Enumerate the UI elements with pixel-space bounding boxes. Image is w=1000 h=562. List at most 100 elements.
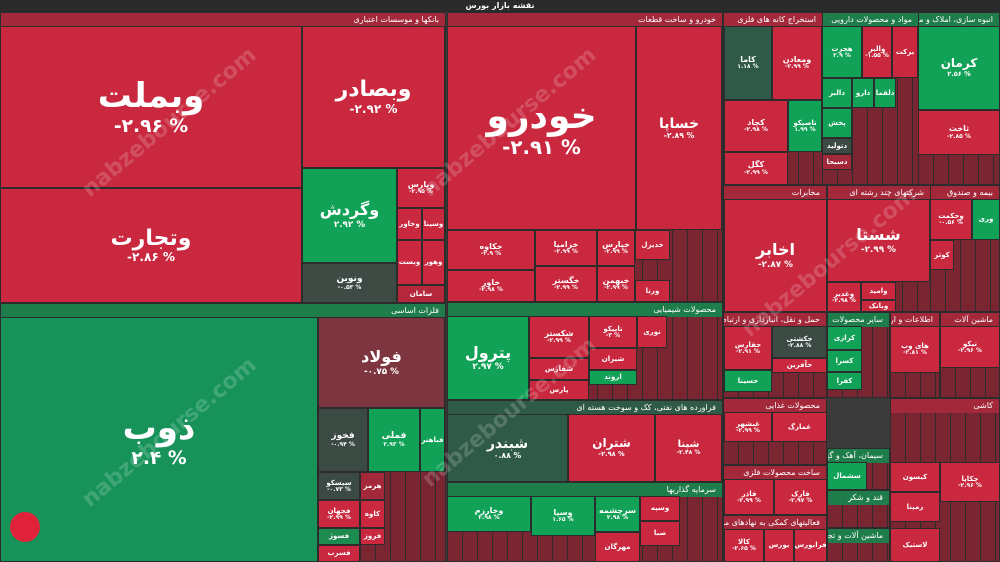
stock-tile[interactable]: وپارس -۲.۹۵ % [397,168,445,208]
stock-tile[interactable]: وگردش ۲.۹۲ % [302,168,397,263]
stock-tile[interactable]: هجرت ۲.۹ % [823,26,862,78]
stock-tile[interactable]: فاذر -۲.۹۹ % [724,479,774,514]
stock-tile[interactable]: خبهمن -۲.۹۹ % [597,266,635,301]
stock-tile[interactable]: خپارس -۲.۹۹ % [597,230,635,266]
stock-tile[interactable]: وبصادر -۲.۹۲ % [302,26,445,168]
stock-tile[interactable]: حآفرین [772,358,826,373]
stock-tile[interactable]: کرمان ۲.۵۶ % [919,26,999,110]
stock-tile[interactable]: پترول ۲.۹۷ % [448,316,529,399]
stock-tile[interactable]: فارک -۲.۹۷ % [774,479,826,514]
stock-name: حآفرین [786,361,813,370]
stock-tile[interactable]: شپنا -۲.۴۸ % [655,414,722,481]
stock-tile[interactable]: غمارگ [772,412,826,442]
stock-tile[interactable]: صبا [640,521,680,546]
stock-tile[interactable]: دسبحا [823,154,852,170]
stock-tile[interactable]: وتجارت -۲.۸۶ % [1,188,302,302]
stock-tile[interactable]: سیسکو -۰.۷۳ % [318,472,360,500]
stock-tile[interactable]: ورنا [635,280,670,301]
stock-tile[interactable]: دالبر [823,78,852,108]
stock-tile[interactable]: ذوب ۲.۴ % [1,317,318,561]
stock-tile[interactable]: نوری [637,316,667,348]
stock-tile[interactable]: وحکمت -۰.۵۶ % [931,199,972,240]
stock-tile[interactable]: کگل -۲.۹۹ % [724,152,788,184]
stock-tile[interactable]: تاصیکو ۱.۹۹ % [788,100,822,152]
stock-tile[interactable]: وامید [861,282,896,300]
stock-tile[interactable]: والبر -۱.۵۵ % [862,26,892,78]
stock-tile[interactable]: فسرب [318,545,360,561]
stock-tile[interactable]: کرازی [828,326,862,350]
stock-tile[interactable]: حفارس -۲.۹۱ % [724,326,772,370]
stock-tile[interactable]: چکاپا -۲.۹۶ % [940,462,999,502]
stock-tile[interactable]: اخابر -۲.۸۷ % [724,199,826,311]
stock-tile[interactable]: وبملت -۲.۹۶ % [1,26,302,188]
stock-tile[interactable]: دتولید [823,138,852,154]
stock-tile[interactable]: ومعادن -۲.۹۹ % [772,26,822,100]
stock-tile[interactable]: رمپنا [891,492,940,522]
stock-tile[interactable]: وخاور [397,208,422,240]
stock-tile[interactable]: کفرا [828,372,862,390]
stock-tile[interactable]: وهور [422,240,445,285]
stock-tile[interactable]: پارس [529,380,589,399]
stock-tile[interactable]: وغدیر -۲.۹۸ % [828,282,861,311]
stock-tile[interactable]: شبندر ۰.۸۸ % [448,414,568,481]
stock-tile[interactable]: لاستیک [891,528,940,561]
stock-tile[interactable]: هرمز [360,472,385,500]
stock-tile[interactable]: غبشهر -۲.۹۹ % [724,412,772,442]
stock-tile[interactable]: خگستر -۲.۹۹ % [535,266,597,301]
stock-tile[interactable]: کوثر [931,240,954,270]
stock-tile[interactable]: وبست [397,240,422,285]
stock-tile[interactable]: تیکو -۲.۹۶ % [941,326,999,368]
stock-name: خساپا [658,115,700,132]
stock-tile[interactable]: کسرا [828,350,862,372]
stock-tile[interactable]: فملی ۲.۹۳ % [368,408,420,472]
stock-tile[interactable]: شتران -۲.۹۸ % [568,414,655,481]
sector-title: مخابرات [724,186,826,200]
stock-tile[interactable]: سرچشمه ۲.۹۸ % [595,496,640,532]
stock-tile[interactable]: فروز [360,528,385,545]
stock-tile[interactable]: برکت [892,26,918,78]
stock-tile[interactable]: وسینا [422,208,445,240]
stock-tile[interactable]: دلقما [874,78,896,108]
stock-tile[interactable]: وخارزم ۲.۹۸ % [448,496,531,532]
stock-tile[interactable]: فرابورس [794,529,826,561]
stock-tile[interactable]: شفارس [529,358,589,380]
stock-tile[interactable]: سامان [397,285,445,302]
stock-tile[interactable]: کچاد -۲.۹۸ % [724,100,788,152]
stock-tile[interactable]: خاور -۲.۹۸ % [448,270,535,301]
stock-tile[interactable]: تاپیکو -۳ % [589,316,637,348]
stock-tile[interactable]: وسپه [640,496,680,521]
stock-tile[interactable]: کیسون [891,462,940,492]
stock-tile[interactable]: فسوژ [318,528,360,545]
stock-tile[interactable]: سشمال [828,462,867,489]
stock-tile[interactable]: وسپا ۱.۶۵ % [531,496,595,536]
stock-tile[interactable]: خزامیا -۲.۹۹ % [535,230,597,266]
stock-tile[interactable]: بورس [764,529,794,561]
stock-tile[interactable]: اروند [589,370,637,385]
stock-tile[interactable]: خودرو -۲.۹۱ % [448,26,636,230]
stock-tile[interactable]: فخوز -۰.۹۴ % [318,408,368,472]
stock-tile[interactable]: شستا -۲.۹۹ % [828,199,930,282]
stock-name: خبهمن [602,275,630,285]
stock-tile[interactable]: شیران [589,348,637,370]
stock-tile[interactable]: خکاوه -۲.۹ % [448,230,535,270]
stock-tile[interactable]: فجهان -۲.۹۹ % [318,500,360,528]
stock-name: شستا [856,225,901,245]
stock-tile[interactable]: خساپا -۲.۸۹ % [636,26,722,230]
stock-tile[interactable]: حسینا [724,370,772,392]
stock-tile[interactable]: ثاخت -۲.۸۵ % [919,110,999,155]
stock-tile[interactable]: دارو [852,78,874,108]
stock-tile[interactable]: حکشتی -۲.۸۸ % [772,326,826,358]
stock-tile[interactable]: کاما ۱.۱۸ % [724,26,772,100]
stock-tile[interactable]: وبانک [861,300,896,311]
stock-tile[interactable]: پخش [823,108,852,138]
stock-tile[interactable]: مهرگان [595,532,640,561]
stock-tile[interactable]: شکستر -۲.۹۹ % [529,316,589,358]
stock-tile[interactable]: فباهنر [420,408,445,472]
stock-tile[interactable]: خدیزل [635,230,670,260]
stock-tile[interactable]: وری [972,199,999,240]
stock-tile[interactable]: ونوین -۰.۵۳ % [302,263,397,302]
stock-tile[interactable]: کالا -۲.۶۵ % [724,529,764,561]
stock-tile[interactable]: های وب -۲.۸۱ % [891,326,939,373]
stock-tile[interactable]: فولاد -۰.۷۵ % [318,317,445,408]
stock-tile[interactable]: کاوه [360,500,385,528]
